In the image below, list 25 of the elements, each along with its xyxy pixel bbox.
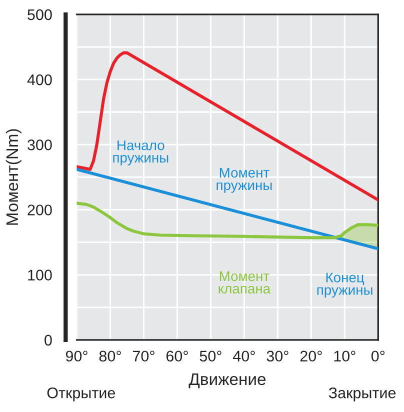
annotation: Начало пружины xyxy=(113,140,168,166)
x-tick-label: 90° xyxy=(66,350,88,362)
x-tick-label: 0° xyxy=(371,350,385,362)
y-tick-label: 100 xyxy=(28,270,52,280)
text: Открытие xyxy=(47,388,116,402)
x-tick-label: 40° xyxy=(232,350,255,362)
line-series xyxy=(76,51,378,202)
text: Момент клапана xyxy=(218,271,271,294)
x-tick-label: 60° xyxy=(166,350,188,362)
x-tick-label: 30° xyxy=(266,350,288,362)
x-tick-label: 80° xyxy=(99,350,121,362)
y-tick-label: 200 xyxy=(28,204,52,216)
y-tick-label: 0 xyxy=(44,334,52,346)
x-tick-label: 50° xyxy=(200,350,222,362)
y-tick-label: 400 xyxy=(27,74,52,86)
text: Закрытие xyxy=(328,388,396,402)
x-axis-title: Движение xyxy=(188,374,266,388)
x-tick-label: 10° xyxy=(334,350,356,362)
y-tick-label: 500 xyxy=(28,9,52,20)
x-tick-label: 20° xyxy=(300,350,322,362)
y-tick-label: 300 xyxy=(28,139,52,150)
x-tick-label: 70° xyxy=(132,350,154,362)
y-axis-title: Момент(Nm) xyxy=(6,129,22,225)
annotation: Конец пружины xyxy=(317,272,372,298)
series-label: Момент пружины xyxy=(216,168,272,193)
